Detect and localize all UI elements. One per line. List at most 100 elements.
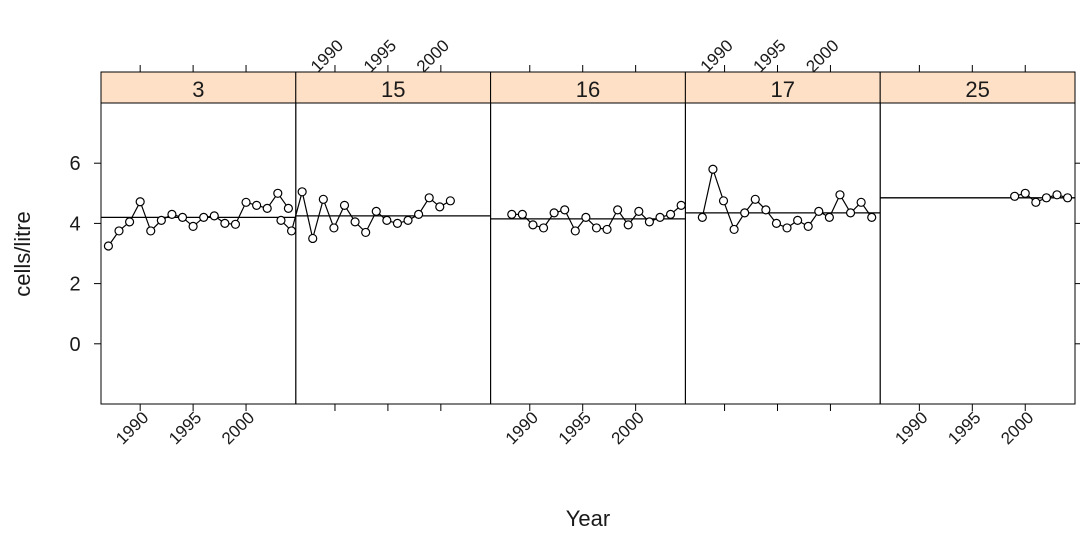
x-tick-label: 1990 (697, 36, 737, 76)
data-point (188, 221, 198, 232)
panel-frame (100, 102, 297, 405)
data-point (538, 223, 549, 233)
data-point (273, 188, 283, 198)
data-point (350, 217, 360, 227)
data-point (814, 206, 824, 216)
data-point (241, 197, 251, 207)
data-point (382, 215, 392, 225)
data-point (361, 227, 371, 238)
data-point (549, 208, 559, 218)
data-point (708, 164, 718, 174)
data-point (283, 203, 293, 213)
data-point (761, 205, 771, 215)
data-point (1031, 197, 1041, 207)
data-point (297, 187, 307, 197)
data-point (414, 209, 424, 219)
panel-strip-label: 15 (381, 77, 405, 102)
data-point (146, 226, 156, 236)
x-tick-label: 1995 (360, 36, 400, 76)
data-point (528, 220, 538, 230)
data-point (445, 196, 455, 206)
data-point (177, 212, 188, 222)
data-point (209, 211, 219, 221)
data-point (835, 190, 845, 200)
data-point (634, 206, 644, 216)
data-point (676, 200, 686, 210)
data-point (803, 221, 813, 232)
data-point (424, 193, 434, 203)
data-point (371, 206, 381, 216)
data-point (570, 226, 580, 236)
data-point (581, 212, 591, 222)
x-tick-label: 2000 (997, 408, 1037, 448)
data-point (103, 241, 114, 251)
data-point (403, 215, 413, 225)
data-point (286, 226, 297, 236)
series-line (107, 192, 289, 247)
panel-strip (100, 71, 297, 104)
x-tick-label: 2000 (608, 408, 648, 448)
y-tick-label: 6 (69, 153, 80, 175)
data-point (1041, 193, 1052, 203)
data-point (602, 224, 612, 235)
x-tick-label: 1995 (944, 408, 984, 448)
panel-15: 15 (276, 71, 492, 405)
x-tick-label: 2000 (218, 408, 258, 448)
data-point (845, 208, 856, 218)
x-tick-label: 2000 (802, 36, 842, 76)
data-point (308, 233, 318, 244)
data-point (729, 224, 739, 235)
data-point (665, 209, 676, 219)
data-point (1052, 190, 1062, 200)
data-point (740, 208, 750, 218)
data-point (613, 205, 623, 215)
data-point (1010, 191, 1020, 201)
data-point (124, 217, 135, 227)
data-point (623, 220, 633, 230)
data-point (591, 223, 602, 233)
data-point (560, 205, 570, 215)
panel-strip (879, 71, 1076, 104)
data-point (329, 223, 339, 233)
data-point (276, 215, 286, 225)
x-axis-label: Year (566, 506, 610, 531)
panel-frame (295, 102, 492, 405)
x-tick-label: 1990 (502, 408, 542, 448)
y-tick-label: 0 (69, 334, 80, 356)
data-point (156, 215, 166, 225)
data-point (339, 200, 350, 210)
data-point (856, 197, 866, 207)
x-tick-label: 1995 (750, 36, 790, 76)
panel-strip (295, 71, 492, 104)
panel-strip-label: 17 (771, 77, 795, 102)
data-point (697, 212, 707, 222)
data-point (824, 212, 834, 222)
panel-17: 17 (684, 71, 881, 405)
data-point (750, 194, 760, 204)
data-point (392, 218, 403, 228)
panels-layer: 3 15 16 17 25 (100, 71, 1076, 405)
data-point (507, 209, 517, 219)
panel-strip-label: 16 (576, 77, 600, 102)
panel-25: 25 (879, 71, 1076, 405)
panel-strip-label: 25 (965, 77, 989, 102)
y-tick-label: 4 (69, 213, 80, 235)
y-tick-label: 2 (69, 274, 80, 296)
x-tick-label: 1990 (891, 408, 931, 448)
panel-frame (490, 102, 686, 405)
x-tick-label: 1990 (112, 408, 152, 448)
panel-strip (490, 71, 686, 104)
data-point (135, 197, 145, 207)
data-point (262, 203, 272, 213)
data-point (655, 212, 665, 222)
data-point (771, 218, 782, 228)
panel-3: 3 (100, 71, 297, 405)
data-point (793, 215, 803, 225)
data-point (114, 226, 124, 236)
data-point (517, 209, 527, 219)
panel-strip-label: 3 (192, 77, 204, 102)
data-point (220, 218, 230, 228)
x-tick-label: 1995 (555, 408, 595, 448)
x-tick-label: 2000 (413, 36, 453, 76)
